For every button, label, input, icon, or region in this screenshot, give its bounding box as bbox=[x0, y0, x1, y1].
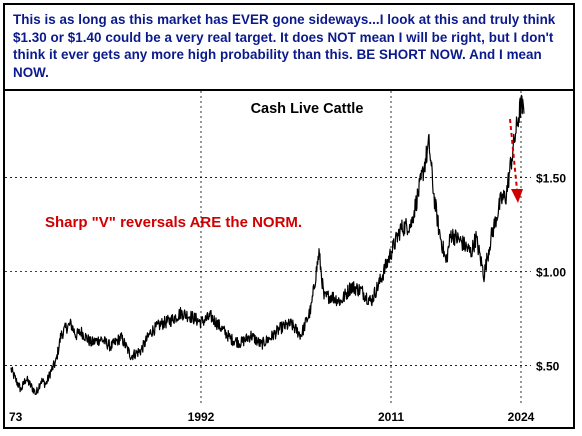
y-tick-label: $.50 bbox=[536, 359, 560, 373]
chart-title: Cash Live Cattle bbox=[251, 101, 364, 117]
y-tick-label: $1.00 bbox=[536, 265, 566, 279]
y-tick-label: $1.50 bbox=[536, 172, 566, 186]
down-arrow-icon bbox=[509, 118, 523, 203]
chart-plot: $.50 $1.00 $1.50 73 1992 2011 2024 Cash Live C… bbox=[5, 91, 566, 424]
x-tick-label: 73 bbox=[9, 410, 23, 424]
chart-frame: This is as long as this market has EVER … bbox=[3, 3, 575, 429]
x-tick-label: 2011 bbox=[378, 410, 404, 424]
cattle-price-line bbox=[10, 94, 525, 395]
commentary-text: This is as long as this market has EVER … bbox=[5, 5, 573, 91]
x-tick-label: 2024 bbox=[508, 410, 535, 424]
chart-annotation: Sharp "V" reversals ARE the NORM. bbox=[45, 214, 302, 231]
x-tick-label: 1992 bbox=[188, 410, 215, 424]
